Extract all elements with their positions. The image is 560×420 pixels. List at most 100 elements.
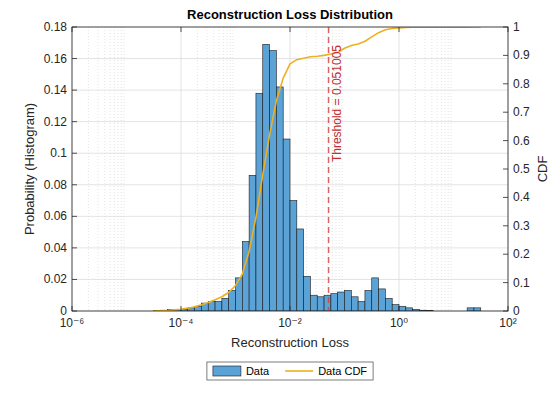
y2-tick (503, 282, 508, 283)
y-tick (72, 27, 77, 28)
histogram-bar (270, 51, 277, 311)
grid-line (72, 90, 508, 91)
y-axis-label: Probability (Histogram) (22, 103, 37, 235)
x-tick (290, 306, 291, 311)
legend-label: Data (246, 365, 270, 377)
minor-grid-line (431, 27, 432, 311)
y2-tick-label: 0.8 (513, 77, 530, 91)
x-tick-label: 10² (499, 316, 516, 330)
cdf-line (154, 27, 481, 311)
histogram-bar (263, 44, 270, 311)
y2-tick (503, 311, 508, 312)
legend-swatch (213, 366, 241, 376)
minor-grid-line (223, 27, 224, 311)
y-tick (72, 184, 77, 185)
grid-line (72, 121, 508, 122)
y2-tick-label: 0.6 (513, 134, 530, 148)
minor-grid-line (448, 27, 449, 311)
histogram-bar (276, 87, 283, 311)
histogram-bar (297, 229, 304, 311)
minor-grid-line (306, 27, 307, 311)
minor-grid-line (328, 27, 329, 311)
y2-tick (503, 254, 508, 255)
minor-grid-line (110, 27, 111, 311)
histogram-bar (365, 290, 372, 311)
x-tick (72, 27, 73, 32)
histogram-bar (229, 290, 236, 311)
grid-line (181, 27, 182, 311)
minor-grid-line (219, 27, 220, 311)
legend-item: Data (213, 365, 270, 377)
minor-grid-line (197, 27, 198, 311)
histogram-bar (372, 278, 379, 311)
legend-item: Data CDF (285, 365, 367, 377)
y2-tick-label: 0.9 (513, 48, 530, 62)
histogram-bar (310, 295, 317, 311)
chart: Threshold = 0.05100510⁻⁶10⁻⁴10⁻²10⁰10²00… (0, 0, 560, 420)
histogram-bar (345, 290, 352, 311)
histogram-bars (154, 44, 481, 311)
histogram-bar (304, 276, 311, 311)
minor-grid-line (425, 27, 426, 311)
x-tick (181, 27, 182, 32)
threshold-label: Threshold = 0.051005 (330, 45, 344, 162)
minor-grid-line (227, 27, 228, 311)
histogram-bar (385, 298, 392, 311)
minor-grid-line (451, 27, 452, 311)
grid-line (72, 58, 508, 59)
y-tick-label: 0.16 (44, 52, 68, 66)
y-tick (72, 153, 77, 154)
y2-tick-label: 0.3 (513, 219, 530, 233)
histogram-bar (379, 289, 386, 311)
x-tick (399, 27, 400, 32)
minor-grid-line (322, 27, 323, 311)
y2-tick (503, 169, 508, 170)
y-tick-label: 0.08 (44, 178, 68, 192)
y2-tick-label: 0 (513, 304, 520, 318)
grid-line (399, 27, 400, 311)
legend: Data Data CDF (207, 362, 373, 380)
minor-grid-line (88, 27, 89, 311)
y2-tick (503, 27, 508, 28)
y-tick (72, 58, 77, 59)
y-tick-label: 0 (60, 304, 67, 318)
legend-swatch (285, 370, 313, 372)
y-tick (72, 90, 77, 91)
minor-grid-line (118, 27, 119, 311)
y2-tick-label: 0.1 (513, 276, 530, 290)
histogram-bar (290, 201, 297, 311)
y-tick (72, 247, 77, 248)
x-tick (290, 27, 291, 32)
y-tick (72, 121, 77, 122)
y-tick-label: 0.18 (44, 20, 68, 34)
y2-tick-label: 0.5 (513, 162, 530, 176)
legend-box (207, 362, 373, 380)
minor-grid-line (114, 27, 115, 311)
grid (72, 27, 508, 311)
minor-grid-line (98, 27, 99, 311)
histogram-bar (474, 308, 481, 311)
y2-tick (503, 83, 508, 84)
minor-grid-line (441, 27, 442, 311)
y2-tick (503, 197, 508, 198)
y-tick (72, 279, 77, 280)
x-tick (181, 306, 182, 311)
data-layer (154, 27, 481, 311)
y2-tick (503, 140, 508, 141)
y2-axis-label: CDF (535, 156, 550, 183)
title: Reconstruction Loss Distribution (187, 7, 393, 22)
plot-area (72, 27, 508, 311)
legend-label: Data CDF (318, 365, 367, 377)
y2-tick (503, 112, 508, 113)
x-tick (508, 306, 509, 311)
histogram-bar (317, 297, 324, 311)
y2-tick-label: 0.2 (513, 247, 530, 261)
y2-tick-label: 1 (513, 20, 520, 34)
histogram-bar (351, 297, 358, 311)
y-tick (72, 311, 77, 312)
y2-tick (503, 225, 508, 226)
minor-grid-line (316, 27, 317, 311)
x-tick (72, 306, 73, 311)
x-tick-label: 10⁰ (390, 316, 408, 330)
y2-tick-label: 0.4 (513, 190, 530, 204)
